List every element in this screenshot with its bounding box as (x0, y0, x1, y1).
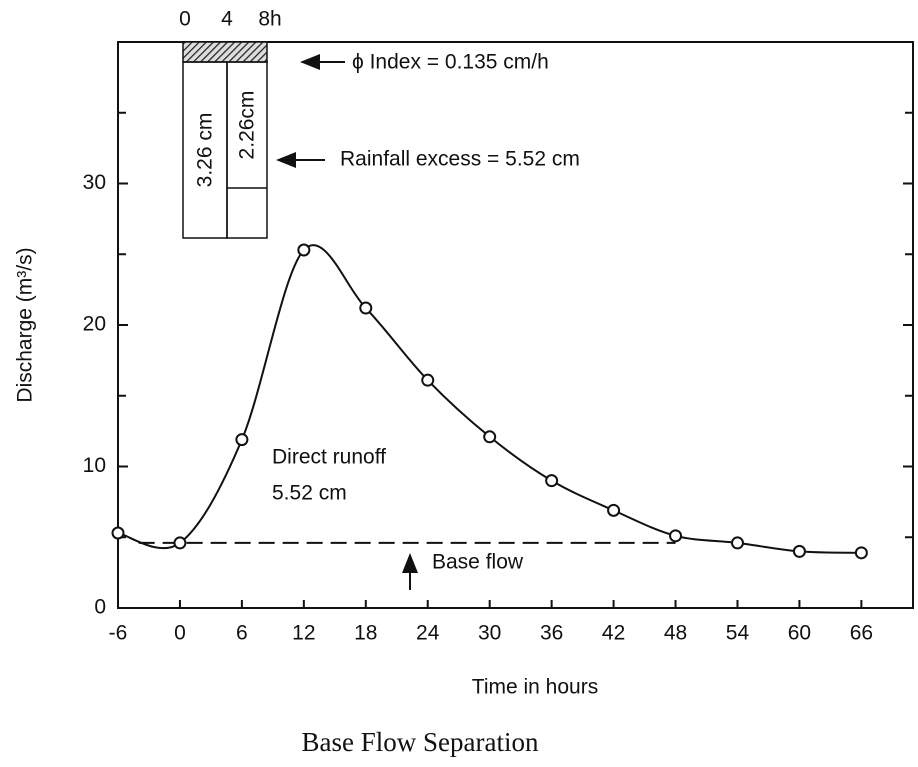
data-point (111, 526, 125, 540)
excess-label: Rainfall excess = 5.52 cm (340, 148, 580, 171)
data-point (173, 536, 187, 550)
data-point (359, 301, 373, 315)
x-tick-label: 24 (416, 622, 440, 645)
hyeto-tick: 8h (258, 8, 281, 31)
x-tick-label: 48 (664, 622, 687, 645)
x-tick-label: 60 (788, 622, 811, 645)
x-tick-label: 18 (354, 622, 377, 645)
data-point (792, 544, 806, 558)
x-tick-label: 42 (602, 622, 625, 645)
rain-label: 3.26 cm (194, 113, 217, 188)
x-tick-label: 66 (850, 622, 873, 645)
y-tick-label: 30 (83, 171, 106, 194)
base-flow-label: Base flow (432, 551, 524, 574)
hyeto-tick: 4 (221, 8, 233, 31)
y-tick-label: 20 (83, 313, 106, 336)
runoff-label: Direct runoff (272, 446, 386, 469)
caption: Base Flow Separation (302, 727, 539, 757)
data-point (607, 503, 621, 517)
x-tick-label: 30 (478, 622, 501, 645)
rain-label: 2.26cm (236, 91, 259, 160)
data-point (421, 373, 435, 387)
x-tick-label: 54 (726, 622, 750, 645)
runoff-label: 5.52 cm (272, 482, 347, 505)
x-tick-label: -6 (109, 622, 128, 645)
data-point (545, 474, 559, 488)
y-axis-label: Discharge (m³/s) (14, 247, 37, 402)
discharge-curve (117, 244, 862, 554)
data-point (235, 433, 249, 447)
x-tick-label: 36 (540, 622, 563, 645)
x-axis-label: Time in hours (472, 676, 598, 699)
y-tick-label: 10 (83, 454, 106, 477)
hyetograph (182, 41, 268, 239)
x-tick-label: 0 (174, 622, 186, 645)
data-point (297, 243, 311, 257)
phi-label: ϕ Index = 0.135 cm/h (352, 51, 549, 74)
data-point (730, 536, 744, 550)
x-tick-label: 12 (292, 622, 315, 645)
x-tick-label: 6 (236, 622, 248, 645)
data-point (669, 529, 683, 543)
y-tick-label: 0 (94, 596, 106, 619)
hyeto-tick: 0 (179, 8, 191, 31)
data-point (483, 430, 497, 444)
data-point (854, 546, 868, 560)
